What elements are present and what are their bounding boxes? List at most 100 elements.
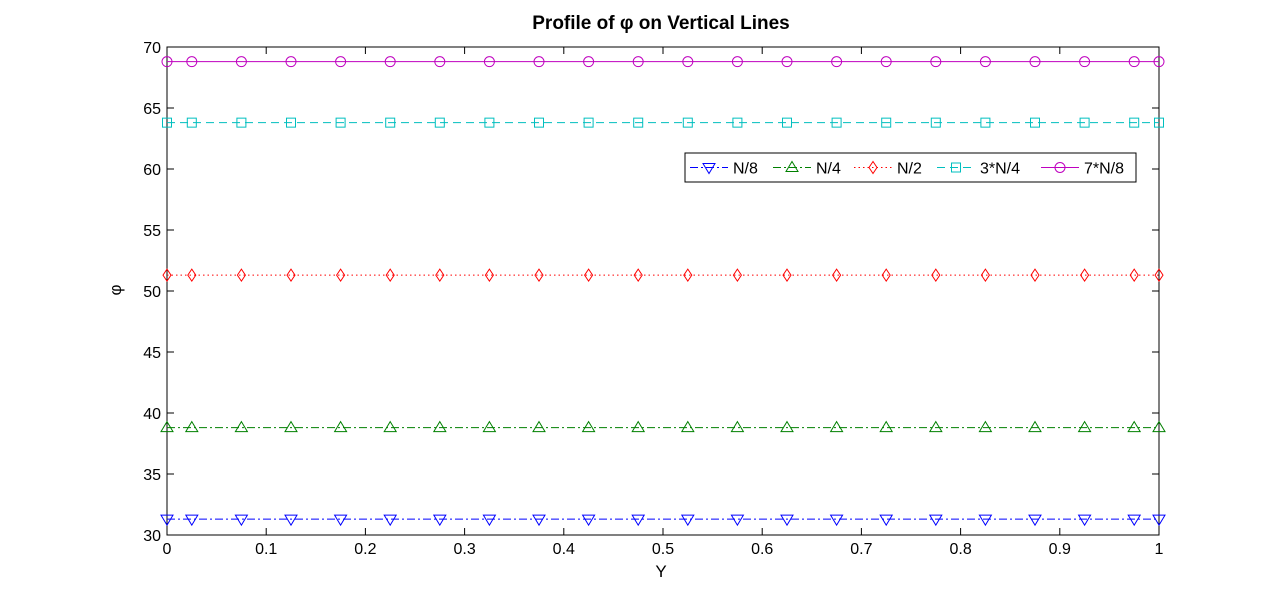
data-point (484, 268, 495, 283)
data-point (161, 56, 173, 68)
x-tick-label: 0 (163, 541, 172, 558)
x-tick-label: 0.2 (354, 541, 376, 558)
data-point (483, 56, 495, 68)
legend-label: 3*N/4 (980, 161, 1020, 178)
data-point (680, 420, 695, 433)
legend-entry: N/4 (773, 161, 841, 178)
legend-marker (951, 162, 961, 173)
data-point (633, 117, 644, 128)
data-point (534, 117, 544, 128)
data-point (928, 420, 943, 433)
data-point (583, 117, 594, 128)
data-point (829, 514, 844, 527)
y-tick-label: 55 (143, 223, 161, 240)
data-point (1077, 514, 1092, 527)
y-tick-label: 60 (143, 162, 161, 179)
data-point (831, 56, 843, 68)
data-point (383, 514, 398, 527)
data-point (234, 420, 249, 433)
data-point (730, 514, 745, 527)
data-point (432, 514, 447, 527)
data-point (335, 117, 346, 128)
data-point (978, 420, 993, 433)
legend-entry: 3*N/4 (937, 161, 1020, 178)
x-tick-label: 0.6 (751, 541, 773, 558)
data-point (731, 56, 743, 68)
y-tick-label: 70 (143, 40, 161, 57)
data-point (532, 514, 546, 527)
data-point (187, 268, 197, 283)
series-3-n-4 (162, 117, 1164, 128)
data-point (1152, 514, 1166, 527)
data-point (930, 117, 941, 128)
x-tick-label: 0.1 (255, 541, 277, 558)
legend-label: 7*N/8 (1084, 161, 1124, 178)
y-tick-label: 35 (143, 467, 161, 484)
data-point (732, 268, 743, 283)
legend-marker (1054, 162, 1066, 173)
data-point (162, 117, 172, 128)
data-point (780, 514, 794, 527)
data-point (631, 420, 646, 433)
y-tick-label: 50 (143, 284, 161, 301)
data-point (385, 117, 396, 128)
legend-entry: N/2 (854, 161, 922, 178)
data-point (931, 268, 941, 283)
data-point (879, 514, 894, 527)
data-point (184, 514, 199, 527)
data-point (782, 268, 792, 283)
legend-label: N/2 (897, 161, 922, 178)
data-point (683, 268, 693, 283)
x-tick-label: 0.4 (553, 541, 575, 558)
data-point (333, 514, 348, 527)
y-tick-label: 65 (143, 101, 161, 118)
data-point (335, 268, 346, 283)
y-tick-label: 45 (143, 345, 161, 362)
data-point (1030, 268, 1040, 283)
data-point (435, 268, 445, 283)
series-n-8 (160, 514, 1166, 527)
data-point (631, 514, 646, 527)
data-point (434, 56, 446, 68)
data-point (978, 514, 993, 527)
data-point (385, 268, 395, 283)
data-point (928, 514, 943, 527)
data-point (881, 268, 891, 283)
data-point (1079, 268, 1090, 283)
data-point (335, 56, 347, 68)
x-tick-label: 0.3 (453, 541, 475, 558)
x-tick-label: 0.9 (1049, 541, 1071, 558)
data-point (235, 56, 247, 68)
data-point (879, 420, 894, 433)
data-point (333, 420, 348, 433)
data-point (284, 514, 298, 527)
data-point (682, 56, 694, 68)
series-n-4 (160, 420, 1166, 433)
legend-entry: 7*N/8 (1041, 161, 1124, 178)
data-point (880, 56, 892, 68)
data-point (780, 420, 794, 433)
x-tick-label: 0.5 (652, 541, 674, 558)
data-point (234, 514, 249, 527)
data-point (432, 420, 447, 433)
series-7-n-8 (161, 56, 1165, 68)
data-point (236, 268, 247, 283)
data-point (1128, 56, 1140, 68)
data-point (980, 117, 991, 128)
data-point (881, 117, 892, 128)
data-point (633, 268, 643, 283)
data-point (732, 117, 743, 128)
plot-area: 0 0.1 0.2 0.3 0.4 0.5 0.6 0.7 0.8 0.9 1 30 35 40 45 50 5… (143, 40, 1166, 558)
data-point (1153, 56, 1165, 68)
legend-marker (785, 160, 799, 172)
data-point (581, 420, 596, 433)
data-point (583, 56, 595, 68)
data-point (581, 514, 596, 527)
data-point (831, 268, 842, 283)
x-axis-label: Y (655, 562, 666, 581)
plot-box (166, 46, 1160, 536)
data-point (533, 56, 545, 68)
y-tick-label: 30 (143, 528, 161, 545)
data-point (434, 117, 445, 128)
y-tick-label: 40 (143, 406, 161, 423)
